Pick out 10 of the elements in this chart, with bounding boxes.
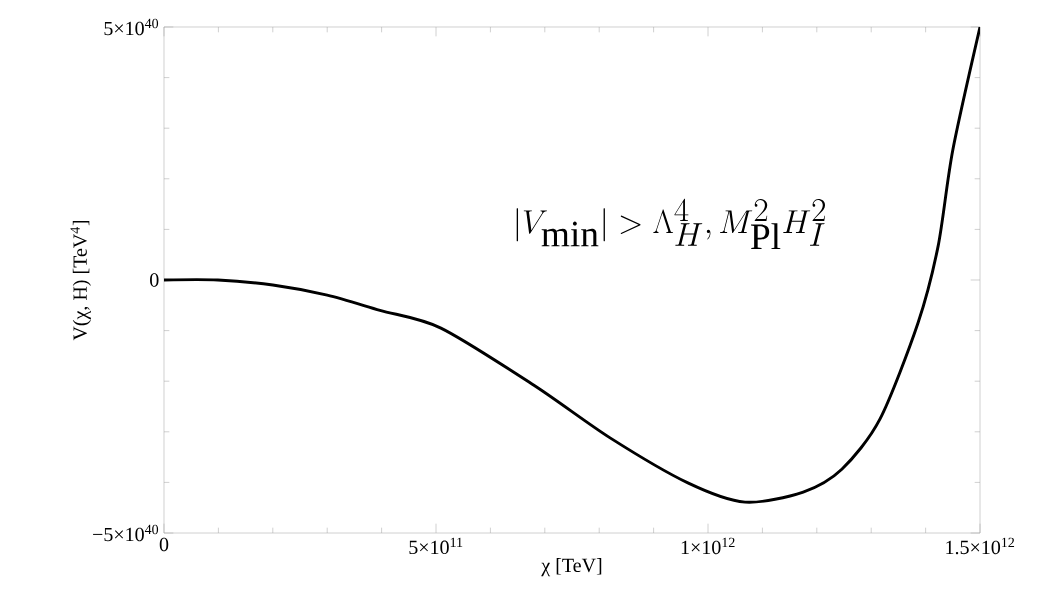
y-tick-label: −5×10$^{40}$ bbox=[93, 524, 159, 542]
y-tick-label: 0 bbox=[150, 273, 159, 287]
y-axis-title: V(χ, H) [TeV$^{4}$] bbox=[70, 220, 91, 341]
x-axis-title: χ [TeV] bbox=[541, 558, 602, 577]
x-tick-label: 5×10$^{11}$ bbox=[409, 537, 463, 555]
x-tick-label: 1.5×10$^{12}$ bbox=[946, 537, 1015, 555]
x-tick-label: 0 bbox=[159, 537, 169, 552]
y-tick-label: 5×10$^{40}$ bbox=[104, 18, 159, 36]
annotation: $|V_{\min}| > \Lambda_H^4, M_{\mathrm{Pl}}^2 H_I^2$ bbox=[516, 198, 826, 250]
x-tick-label: 1×10$^{12}$ bbox=[681, 537, 735, 555]
